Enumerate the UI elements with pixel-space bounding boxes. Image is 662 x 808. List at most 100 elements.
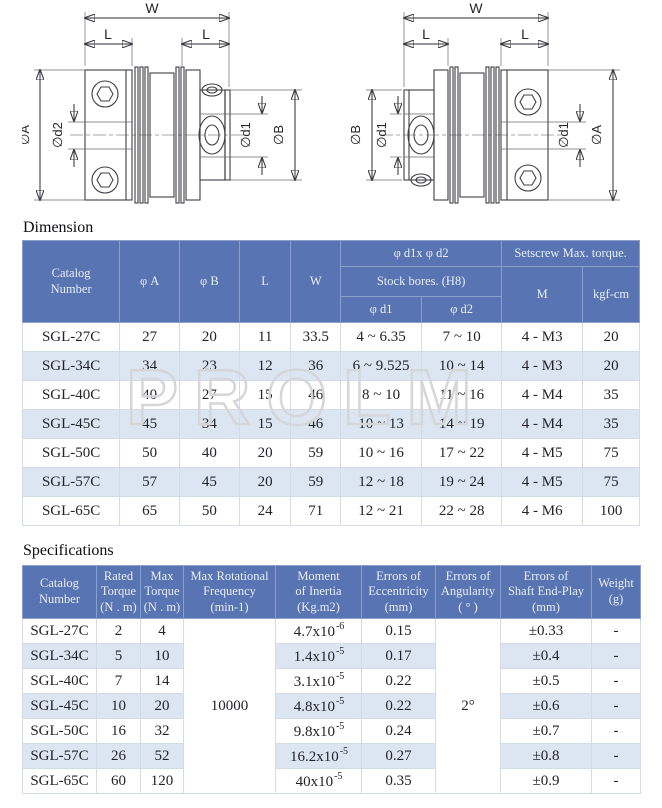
header-line: Errors of <box>376 568 421 583</box>
table-row: SGL-34C 5 10 1.4x10-5 0.17 ±0.4 - <box>22 643 641 669</box>
coupling-drawing-left: W L L ∅A ∅d2 ∅d1 ∅B <box>22 2 302 204</box>
dim-label-w: W <box>469 2 483 16</box>
header-line: Torque <box>100 584 137 599</box>
cell-rated-torque: 60 <box>96 768 141 794</box>
dim-label-l: L <box>422 26 430 42</box>
col-kgf-cm: kgf-cm <box>582 266 640 323</box>
cell-m: 4 - M5 <box>501 438 584 468</box>
header-line: Shaft End-Play <box>507 584 585 599</box>
cell-phi-a: 45 <box>119 409 181 439</box>
table-row: SGL-40C 7 14 3.1x10-5 0.22 ±0.5 - <box>22 668 641 694</box>
cell-d2: 19 ~ 24 <box>421 467 503 497</box>
inertia-base: 9.8x10 <box>293 723 335 740</box>
cell-w: 33.5 <box>290 322 342 352</box>
dimension-section-title: Dimension <box>23 219 94 236</box>
table-row: SGL-45C 45 34 15 46 10 ~ 13 14 ~ 19 4 - … <box>21 409 640 439</box>
cell-rated-torque: 10 <box>96 693 141 719</box>
cell-eccentricity: 0.35 <box>361 768 436 794</box>
cell-d1: 12 ~ 18 <box>340 467 423 497</box>
col-l: L <box>238 240 292 323</box>
cell-catalog: SGL-27C <box>22 618 97 644</box>
cell-rated-torque: 16 <box>96 718 141 744</box>
coupling-body <box>403 66 549 204</box>
cell-catalog: SGL-57C <box>22 743 97 769</box>
cell-catalog: SGL-50C <box>21 438 121 468</box>
cell-d2: 14 ~ 19 <box>421 409 503 439</box>
coupling-body <box>84 66 231 204</box>
col-setscrew-max-torque: Setscrew Max. torque. <box>501 240 640 267</box>
header-line: Number <box>39 592 80 606</box>
cell-d1: 4 ~ 6.35 <box>340 322 423 352</box>
table-row: SGL-27C 27 20 11 33.5 4 ~ 6.35 7 ~ 10 4 … <box>21 322 640 352</box>
header-line: (min-1) <box>210 599 249 614</box>
cell-d2: 7 ~ 10 <box>421 322 503 352</box>
header-line: (mm) <box>532 599 560 614</box>
col-catalog-number: Catalog Number <box>22 565 97 619</box>
cell-moment-of-inertia: 16.2x10-5 <box>275 743 362 769</box>
hex-socket-screw-bottom <box>519 170 537 186</box>
cell-max-torque: 120 <box>140 768 184 794</box>
table-row: SGL-65C 60 120 40x10-5 0.35 ±0.9 - <box>22 768 641 794</box>
specifications-table-body: SGL-27C 2 4 10000 4.7x10-6 0.15 2° ±0.33… <box>22 618 641 794</box>
cell-d1: 10 ~ 13 <box>340 409 423 439</box>
cell-l: 20 <box>238 467 292 497</box>
inertia-exponent: -6 <box>335 620 345 632</box>
cell-d1: 8 ~ 10 <box>340 380 423 410</box>
cell-shaft-end-play: ±0.4 <box>500 643 592 669</box>
clamp-screw <box>198 115 226 155</box>
dim-label-phi-a: ∅A <box>22 125 32 145</box>
col-moment-of-inertia: Moment of Inertia (Kg.m2) <box>275 565 362 619</box>
col-max-rotational-frequency: Max Rotational Frequency (min-1) <box>183 565 276 619</box>
cell-shaft-end-play: ±0.7 <box>500 718 592 744</box>
cell-max-torque: 10 <box>140 643 184 669</box>
cell-m: 4 - M5 <box>501 467 584 497</box>
cell-weight: - <box>591 618 641 644</box>
header-line: Angularity <box>440 584 496 599</box>
cell-phi-a: 50 <box>119 438 181 468</box>
table-row: SGL-57C 57 45 20 59 12 ~ 18 19 ~ 24 4 - … <box>21 467 640 497</box>
cell-phi-b: 50 <box>179 496 240 526</box>
header-line: Catalog <box>51 265 91 280</box>
cell-kgf: 35 <box>582 409 640 439</box>
cell-eccentricity: 0.22 <box>361 668 436 694</box>
inertia-base: 3.1x10 <box>293 673 335 690</box>
cell-rated-torque: 26 <box>96 743 141 769</box>
cell-d2: 10 ~ 14 <box>421 351 503 381</box>
hex-socket-screw-top <box>519 94 537 110</box>
cell-weight: - <box>591 643 641 669</box>
cell-catalog: SGL-57C <box>21 467 121 497</box>
dimension-table-body: SGL-27C 27 20 11 33.5 4 ~ 6.35 7 ~ 10 4 … <box>21 322 640 526</box>
disc-pack <box>175 66 180 204</box>
col-max-torque: Max Torque (N . m) <box>140 565 184 619</box>
cell-moment-of-inertia: 1.4x10-5 <box>275 643 362 669</box>
cell-max-torque: 20 <box>140 693 184 719</box>
cell-phi-a: 40 <box>119 380 181 410</box>
cell-m: 4 - M4 <box>501 380 584 410</box>
header-line: Weight <box>598 576 634 591</box>
cell-d2: 17 ~ 22 <box>421 438 503 468</box>
col-phi-d1: φ d1 <box>340 296 423 323</box>
col-phi-a: φ A <box>119 240 181 323</box>
inertia-exponent: -5 <box>335 645 345 657</box>
inertia-exponent: -5 <box>339 745 349 757</box>
cell-m: 4 - M4 <box>501 409 584 439</box>
cell-catalog: SGL-50C <box>22 718 97 744</box>
col-errors-of-angularity: Errors of Angularity ( ° ) <box>435 565 501 619</box>
right-hub <box>500 69 549 201</box>
table-row: SGL-40C 40 27 15 46 8 ~ 10 11 ~ 16 4 - M… <box>21 380 640 410</box>
cell-d2: 22 ~ 28 <box>421 496 503 526</box>
cell-max-torque: 4 <box>140 618 184 644</box>
cell-eccentricity: 0.17 <box>361 643 436 669</box>
cell-d1: 6 ~ 9.525 <box>340 351 423 381</box>
cell-phi-b: 45 <box>179 467 240 497</box>
header-line: Catalog <box>40 576 79 591</box>
cell-d1: 10 ~ 16 <box>340 438 423 468</box>
hub-flange <box>433 69 449 201</box>
header-line: Max Rotational <box>190 568 269 583</box>
dim-label-l: L <box>521 26 529 42</box>
cell-phi-a: 34 <box>119 351 181 381</box>
dimension-table-header: Catalog Number φ A φ B L W φ d1x φ d2 Se… <box>21 240 640 323</box>
cell-l: 24 <box>238 496 292 526</box>
col-errors-of-eccentricity: Errors of Eccentricity (mm) <box>361 565 436 619</box>
dim-label-phi-d1: ∅d1 <box>238 122 253 148</box>
